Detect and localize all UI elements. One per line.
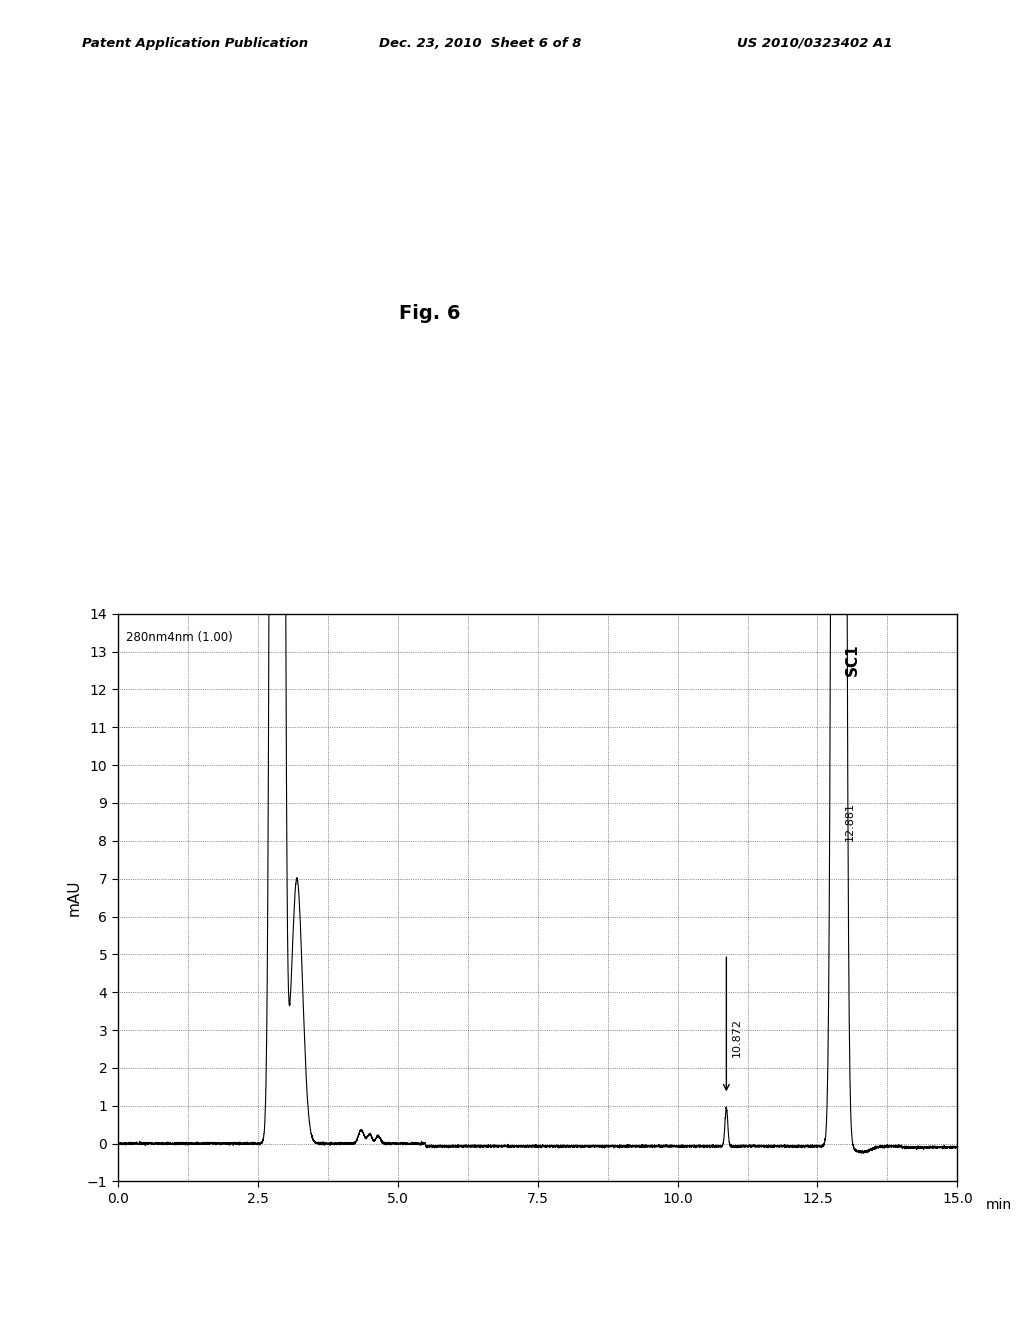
Y-axis label: mAU: mAU (67, 879, 81, 916)
Text: Fig. 6: Fig. 6 (399, 304, 461, 322)
Text: US 2010/0323402 A1: US 2010/0323402 A1 (737, 37, 893, 50)
Text: 280nm4nm (1.00): 280nm4nm (1.00) (126, 631, 232, 644)
Text: Patent Application Publication: Patent Application Publication (82, 37, 308, 50)
Text: min: min (985, 1199, 1012, 1213)
Text: SC1: SC1 (845, 643, 859, 676)
Text: 10.872: 10.872 (732, 1018, 742, 1057)
Text: 12.881: 12.881 (845, 803, 854, 841)
Text: Dec. 23, 2010  Sheet 6 of 8: Dec. 23, 2010 Sheet 6 of 8 (379, 37, 582, 50)
